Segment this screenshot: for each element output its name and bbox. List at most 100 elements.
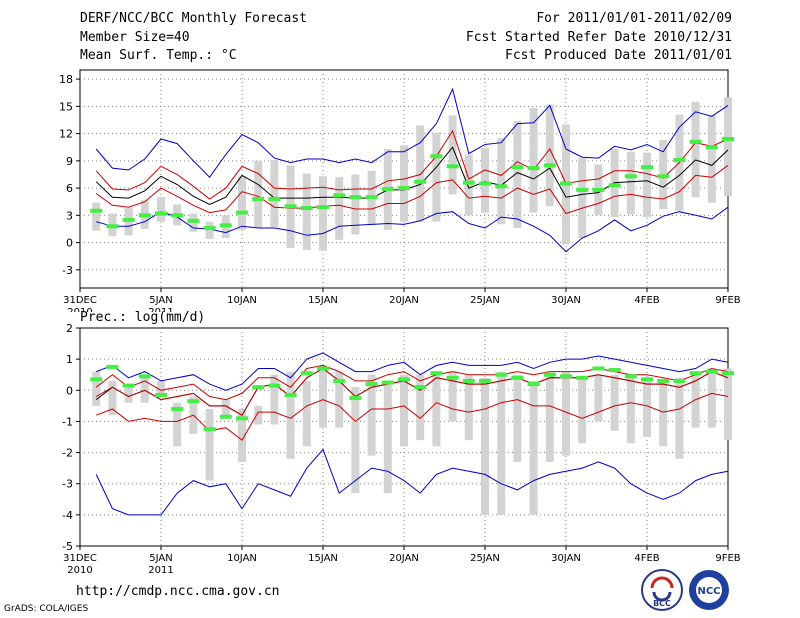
spread-box bbox=[481, 377, 489, 515]
x-tick-label: 31DEC bbox=[63, 295, 97, 306]
ensemble-marker bbox=[479, 378, 491, 383]
forecast-title: DERF/NCC/BCC Monthly Forecast bbox=[80, 11, 307, 26]
y-tick-label: 0 bbox=[66, 237, 73, 250]
forecast-period: For 2011/01/01-2011/02/09 bbox=[536, 11, 732, 26]
series-line-secondary bbox=[95, 367, 729, 416]
ensemble-marker bbox=[187, 399, 200, 404]
spread-box bbox=[626, 377, 635, 444]
ensemble-marker bbox=[430, 154, 443, 159]
started-date: Fcst Started Refer Date 2010/12/31 bbox=[465, 30, 732, 45]
spread-box bbox=[724, 368, 732, 441]
spread-box bbox=[319, 365, 327, 428]
spread-box bbox=[270, 374, 279, 425]
series-line-mean bbox=[95, 146, 729, 205]
y-tick-label: 3 bbox=[66, 209, 73, 222]
x-tick-label: 25JAN bbox=[470, 295, 500, 306]
spread-box bbox=[610, 374, 619, 431]
y-tick-label: 0 bbox=[66, 384, 73, 397]
spread-box bbox=[302, 173, 311, 250]
ensemble-marker bbox=[398, 186, 410, 191]
ensemble-marker bbox=[122, 217, 135, 222]
ensemble-marker bbox=[430, 371, 443, 376]
ensemble-marker bbox=[624, 174, 637, 179]
ensemble-marker bbox=[138, 374, 151, 379]
spread-box bbox=[675, 377, 684, 459]
ensemble-marker bbox=[689, 139, 702, 144]
ensemble-marker bbox=[446, 375, 459, 380]
spread-box bbox=[335, 177, 344, 240]
ensemble-marker bbox=[333, 378, 346, 383]
x-tick-label: 25JAN bbox=[470, 553, 500, 564]
spread-box bbox=[140, 374, 149, 403]
ensemble-marker bbox=[511, 165, 524, 170]
ensemble-marker bbox=[576, 375, 589, 380]
spread-box bbox=[464, 154, 473, 216]
x-tick-year: 2011 bbox=[148, 307, 173, 312]
ensemble-marker bbox=[673, 157, 686, 162]
x-tick-label: 15JAN bbox=[308, 553, 338, 564]
ensemble-marker bbox=[414, 179, 427, 184]
spread-box bbox=[432, 132, 441, 222]
ensemble-marker bbox=[592, 366, 605, 371]
ensemble-marker bbox=[203, 226, 216, 231]
ensemble-marker bbox=[365, 382, 378, 387]
x-tick-label: 4FEB bbox=[634, 295, 659, 306]
series-line-min bbox=[95, 448, 729, 516]
ncc-logo: NCC bbox=[689, 570, 729, 610]
y-tick-label: -5 bbox=[62, 540, 73, 553]
ensemble-marker bbox=[722, 371, 734, 376]
y-tick-label: -4 bbox=[62, 509, 73, 522]
spread-box bbox=[432, 371, 441, 447]
spread-box bbox=[254, 405, 263, 425]
ensemble-marker bbox=[689, 371, 702, 376]
spread-box bbox=[448, 115, 457, 195]
spread-box bbox=[691, 101, 700, 198]
ensemble-marker bbox=[495, 372, 508, 377]
spread-box bbox=[448, 371, 457, 422]
ensemble-marker bbox=[106, 364, 119, 369]
ensemble-marker bbox=[722, 137, 734, 142]
ensemble-marker bbox=[641, 165, 653, 170]
ensemble-marker bbox=[576, 187, 589, 192]
source-url[interactable]: http://cmdp.ncc.cma.gov.cn bbox=[76, 584, 280, 599]
spread-box bbox=[578, 158, 587, 239]
y-tick-label: -3 bbox=[62, 478, 73, 491]
spread-box bbox=[691, 374, 700, 428]
series-line-min bbox=[96, 206, 729, 253]
series-line-max bbox=[96, 352, 729, 391]
ensemble-marker bbox=[236, 416, 248, 421]
ensemble-marker bbox=[349, 396, 362, 401]
spread-box bbox=[497, 138, 506, 225]
spread-box bbox=[351, 387, 360, 494]
y-tick-label: 12 bbox=[59, 128, 73, 141]
spread-box bbox=[545, 374, 554, 462]
spread-box bbox=[416, 125, 425, 222]
ensemble-marker bbox=[349, 195, 362, 200]
spread-box bbox=[92, 371, 101, 406]
spread-box bbox=[497, 371, 506, 515]
ensemble-marker bbox=[414, 385, 427, 390]
ensemble-marker bbox=[333, 193, 346, 198]
ensemble-marker bbox=[268, 383, 281, 388]
ensemble-marker bbox=[268, 196, 281, 201]
member-size: Member Size=40 bbox=[80, 30, 190, 45]
ensemble-marker bbox=[641, 377, 653, 382]
x-tick-label: 30JAN bbox=[551, 295, 581, 306]
spread-box bbox=[562, 371, 570, 456]
spread-box bbox=[383, 380, 392, 494]
ensemble-marker bbox=[673, 378, 686, 383]
ensemble-marker bbox=[219, 223, 232, 228]
y-tick-label: -1 bbox=[62, 415, 73, 428]
ensemble-marker bbox=[592, 187, 605, 192]
ensemble-marker bbox=[300, 206, 313, 211]
ensemble-marker bbox=[155, 211, 167, 216]
variable-label: Mean Surf. Temp.: °C bbox=[80, 48, 237, 63]
ensemble-marker bbox=[317, 366, 329, 371]
spread-box bbox=[481, 148, 489, 213]
series-line-upper bbox=[95, 364, 729, 401]
spread-box bbox=[302, 380, 311, 447]
spread-box bbox=[707, 368, 716, 428]
y-tick-label: -2 bbox=[62, 447, 73, 460]
y-tick-label: 18 bbox=[59, 73, 73, 86]
